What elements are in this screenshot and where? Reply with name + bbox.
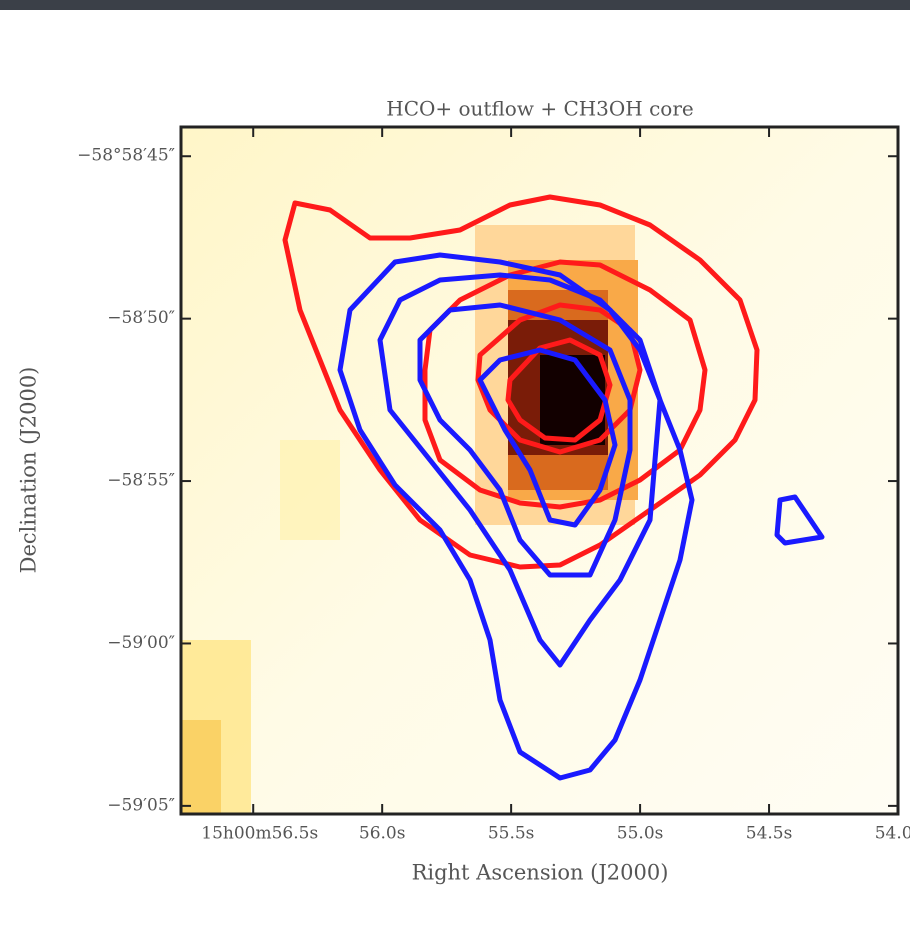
x-tick-label: 55.5s: [488, 824, 535, 844]
x-axis-label: Right Ascension (J2000): [412, 861, 669, 885]
page: HCO+ outflow + CH3OH core Right Ascensio…: [0, 0, 910, 936]
x-tick-label: 15h00m56.5s: [201, 824, 318, 844]
y-tick-label: −58′55″: [107, 471, 175, 491]
x-tick-label: 54.5s: [746, 824, 793, 844]
x-tick-label: 56.0s: [359, 824, 406, 844]
chart-title: HCO+ outflow + CH3OH core: [386, 97, 694, 121]
top-bar: [0, 0, 910, 10]
y-tick-label: −59′05″: [107, 795, 175, 815]
x-tick-label: 55.0s: [617, 824, 664, 844]
y-axis-label: Declination (J2000): [17, 367, 41, 574]
y-tick-label: −59′00″: [107, 633, 175, 653]
y-tick-label: −58°58′45″: [77, 146, 175, 166]
y-tick-label: −58′50″: [107, 308, 175, 328]
chart: HCO+ outflow + CH3OH core Right Ascensio…: [0, 0, 910, 932]
x-tick-label: 54.0s: [875, 824, 910, 844]
